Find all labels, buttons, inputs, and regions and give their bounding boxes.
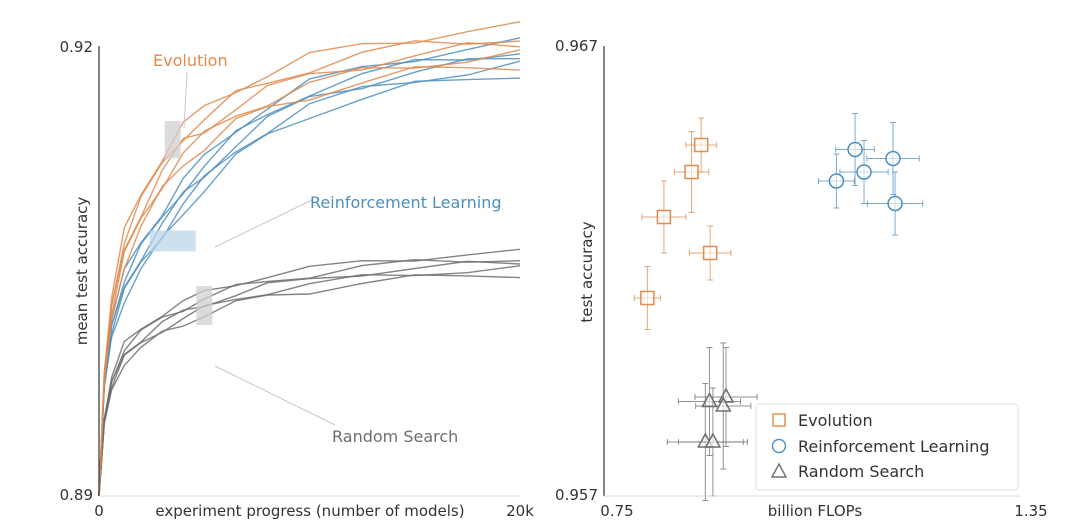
- rl-annotation: Reinforcement Learning: [310, 193, 502, 212]
- random-annotation: Random Search: [332, 427, 458, 446]
- reinforcement-learning-run-line-4: [98, 53, 521, 497]
- random-search-triangle-marker-1: [717, 387, 735, 403]
- legend-random-triangle-icon: [770, 462, 788, 478]
- legend: Evolution Reinforcement Learning Random …: [755, 403, 1019, 491]
- evolution-run-line-1: [98, 65, 521, 497]
- evolution-square-marker-3: [656, 209, 672, 225]
- evolution-square-marker-4: [640, 290, 655, 306]
- scatter-x-axis-label: billion FLOPs: [768, 502, 863, 520]
- evolution-run-line-5: [98, 21, 521, 497]
- evolution-square-marker-2: [693, 137, 709, 153]
- reinforcement-learning-circle-marker-5: [887, 195, 903, 212]
- legend-evolution-square-icon: [772, 413, 786, 427]
- y-axis-label: mean test accuracy: [73, 197, 91, 346]
- scatter-x-tick-label-left: 0.75: [600, 502, 633, 520]
- random-search-triangle-marker-5: [704, 432, 722, 448]
- reinforcement-learning-circle-marker-3: [885, 150, 901, 167]
- scatter-y-tick-label-bottom: 0.957: [555, 486, 598, 504]
- evolution-square-marker-1: [684, 164, 699, 180]
- legend-evolution-label: Evolution: [798, 411, 873, 430]
- evolution-run-line-4: [98, 40, 521, 497]
- legend-box: [755, 403, 1019, 491]
- scatter-chart-panel: 0.967 0.957 0.75 1.35 billion FLOPs test…: [555, 37, 1048, 520]
- x-axis-label: experiment progress (number of models): [155, 502, 464, 520]
- random-search-variance-band: [196, 286, 213, 325]
- x-tick-label-right: 20k: [506, 502, 534, 520]
- evolution-square-marker-5: [702, 245, 718, 261]
- line-series-group: [98, 21, 521, 497]
- legend-rl-label: Reinforcement Learning: [798, 437, 990, 456]
- random-search-triangle-marker-3: [715, 396, 732, 412]
- scatter-y-axis-label: test accuracy: [578, 221, 596, 322]
- legend-random-label: Random Search: [798, 462, 924, 481]
- y-tick-label-bottom: 0.89: [60, 486, 93, 504]
- band-group: [149, 121, 213, 325]
- evolution-run-line-2: [98, 49, 521, 497]
- random-search-run-line-3: [98, 260, 521, 497]
- rl-leader-line: [214, 199, 313, 248]
- random-search-run-line-5: [98, 248, 521, 497]
- random-search-triangle-marker-2: [701, 391, 718, 408]
- random-leader-line: [214, 365, 336, 426]
- x-tick-label-left: 0: [94, 502, 104, 520]
- random-search-run-line-1: [98, 274, 521, 497]
- random-search-run-line-2: [98, 265, 521, 497]
- scatter-y-tick-label-top: 0.967: [555, 37, 598, 55]
- random-search-run-line-4: [98, 258, 521, 497]
- scatter-points-group: [633, 113, 924, 501]
- evolution-annotation: Evolution: [153, 51, 228, 70]
- reinforcement-learning-variance-band: [149, 230, 196, 252]
- reinforcement-learning-circle-marker-4: [828, 173, 845, 189]
- evolution-variance-band: [164, 121, 181, 159]
- line-chart-panel: 0.92 0.89 0 20k experiment progress (num…: [60, 21, 534, 520]
- reinforcement-learning-run-line-1: [98, 77, 521, 497]
- y-tick-label-top: 0.92: [60, 38, 93, 56]
- scatter-x-tick-label-right: 1.35: [1014, 502, 1047, 520]
- reinforcement-learning-run-line-2: [98, 60, 521, 497]
- evolution-leader-line: [183, 71, 188, 129]
- legend-rl-circle-icon: [771, 438, 787, 454]
- reinforcement-learning-circle-marker-1: [847, 141, 863, 158]
- reinforcement-learning-circle-marker-2: [856, 164, 872, 180]
